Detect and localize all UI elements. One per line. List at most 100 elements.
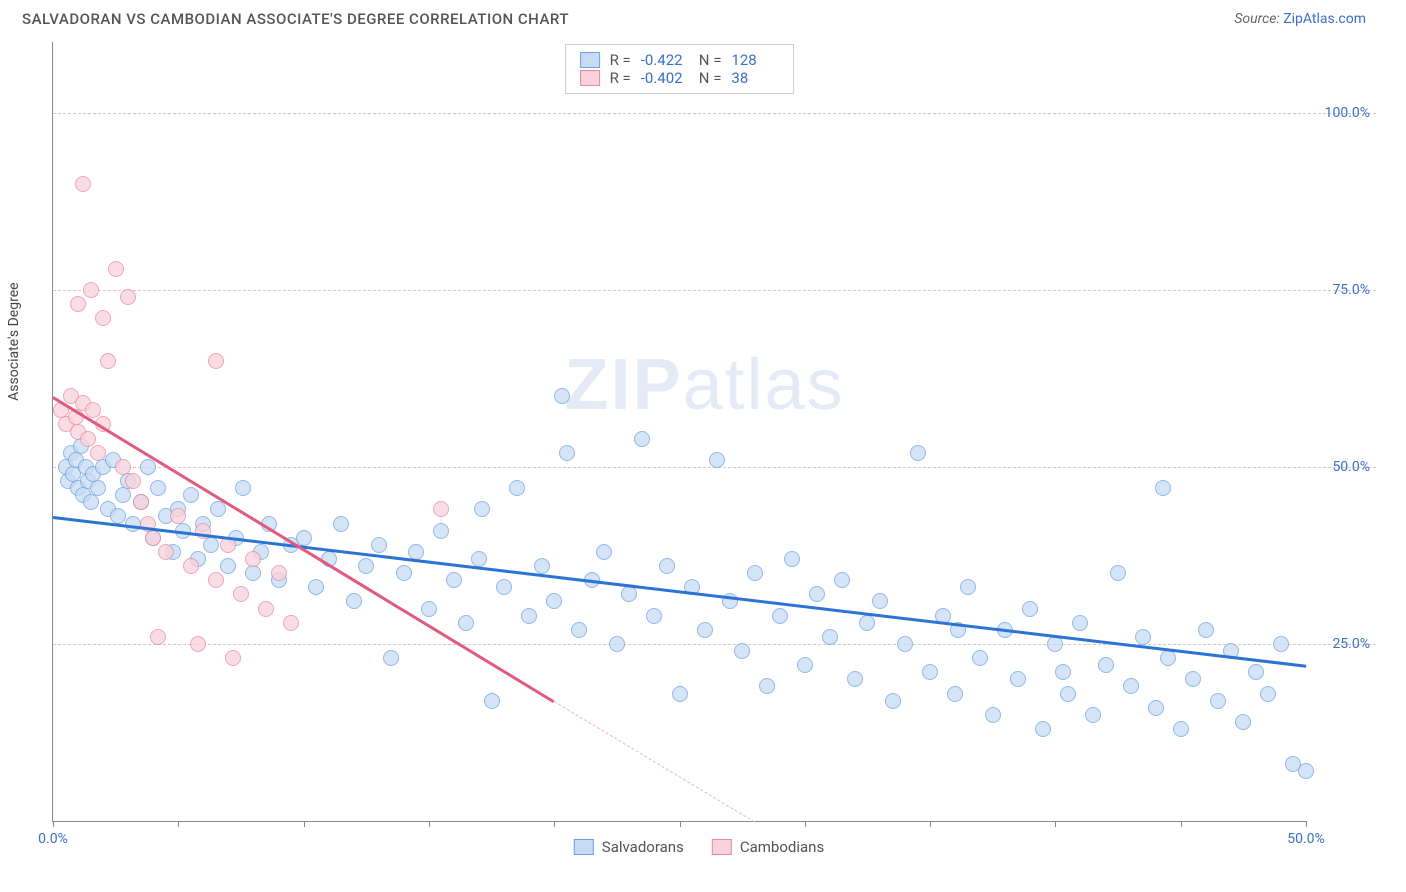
data-point bbox=[809, 586, 825, 602]
x-tick bbox=[930, 821, 931, 827]
y-tick-label: 25.0% bbox=[1332, 636, 1370, 652]
swatch-salvadorans bbox=[580, 52, 600, 68]
data-point bbox=[271, 565, 287, 581]
data-point bbox=[554, 388, 570, 404]
x-tick-label: 50.0% bbox=[1287, 831, 1325, 847]
data-point bbox=[985, 707, 1001, 723]
data-point bbox=[208, 572, 224, 588]
data-point bbox=[734, 643, 750, 659]
data-point bbox=[446, 572, 462, 588]
legend-item-cambodians: Cambodians bbox=[712, 838, 824, 856]
gridline bbox=[53, 113, 1376, 114]
x-tick bbox=[1181, 821, 1182, 827]
x-tick bbox=[680, 821, 681, 827]
data-point bbox=[203, 537, 219, 553]
source-link[interactable]: ZipAtlas.com bbox=[1283, 11, 1366, 27]
data-point bbox=[258, 601, 274, 617]
data-point bbox=[634, 431, 650, 447]
data-point bbox=[75, 176, 91, 192]
data-point bbox=[158, 544, 174, 560]
data-point bbox=[383, 650, 399, 666]
data-point bbox=[646, 608, 662, 624]
y-axis-label: Associate's Degree bbox=[6, 282, 22, 400]
data-point bbox=[1098, 657, 1114, 673]
data-point bbox=[1055, 664, 1071, 680]
data-point bbox=[220, 558, 236, 574]
data-point bbox=[1123, 678, 1139, 694]
data-point bbox=[659, 558, 675, 574]
data-point bbox=[872, 593, 888, 609]
legend-item-salvadorans: Salvadorans bbox=[574, 838, 684, 856]
x-tick-label: 0.0% bbox=[38, 831, 68, 847]
data-point bbox=[210, 501, 226, 517]
data-point bbox=[170, 508, 186, 524]
source-attribution: Source: ZipAtlas.com bbox=[1234, 11, 1366, 27]
data-point bbox=[1072, 615, 1088, 631]
data-point bbox=[150, 480, 166, 496]
data-point bbox=[396, 565, 412, 581]
data-point bbox=[333, 516, 349, 532]
x-tick bbox=[805, 821, 806, 827]
stats-row-salvadorans: R =-0.422 N =128 bbox=[580, 51, 780, 69]
data-point bbox=[1173, 721, 1189, 737]
data-point bbox=[822, 629, 838, 645]
data-point bbox=[1060, 686, 1076, 702]
data-point bbox=[108, 261, 124, 277]
data-point bbox=[784, 551, 800, 567]
data-point bbox=[308, 579, 324, 595]
data-point bbox=[235, 480, 251, 496]
data-point bbox=[1135, 629, 1151, 645]
data-point bbox=[346, 593, 362, 609]
data-point bbox=[100, 353, 116, 369]
gridline bbox=[53, 644, 1376, 645]
data-point bbox=[1148, 700, 1164, 716]
x-tick bbox=[1306, 821, 1307, 827]
bottom-legend: Salvadorans Cambodians bbox=[574, 838, 824, 856]
data-point bbox=[471, 551, 487, 567]
data-point bbox=[1022, 601, 1038, 617]
data-point bbox=[747, 565, 763, 581]
x-tick bbox=[1055, 821, 1056, 827]
trendline bbox=[52, 396, 554, 703]
data-point bbox=[190, 636, 206, 652]
data-point bbox=[1160, 650, 1176, 666]
data-point bbox=[296, 530, 312, 546]
plot-area: ZIPatlas R =-0.422 N =128 R =-0.402 N =3… bbox=[52, 42, 1306, 822]
data-point bbox=[225, 650, 241, 666]
data-point bbox=[972, 650, 988, 666]
stats-legend-box: R =-0.422 N =128 R =-0.402 N =38 bbox=[565, 44, 795, 94]
data-point bbox=[95, 310, 111, 326]
data-point bbox=[571, 622, 587, 638]
x-tick bbox=[304, 821, 305, 827]
data-point bbox=[208, 353, 224, 369]
x-tick bbox=[554, 821, 555, 827]
x-tick bbox=[178, 821, 179, 827]
data-point bbox=[496, 579, 512, 595]
data-point bbox=[509, 480, 525, 496]
data-point bbox=[150, 629, 166, 645]
data-point bbox=[133, 494, 149, 510]
y-tick-label: 50.0% bbox=[1332, 459, 1370, 475]
data-point bbox=[245, 565, 261, 581]
y-tick-label: 75.0% bbox=[1332, 282, 1370, 298]
data-point bbox=[1210, 693, 1226, 709]
chart-container: Associate's Degree ZIPatlas R =-0.422 N … bbox=[22, 42, 1376, 862]
data-point bbox=[1155, 480, 1171, 496]
data-point bbox=[521, 608, 537, 624]
data-point bbox=[910, 445, 926, 461]
swatch-cambodians-icon bbox=[712, 839, 732, 855]
data-point bbox=[120, 289, 136, 305]
data-point bbox=[358, 558, 374, 574]
data-point bbox=[534, 558, 550, 574]
data-point bbox=[433, 523, 449, 539]
data-point bbox=[847, 671, 863, 687]
data-point bbox=[609, 636, 625, 652]
data-point bbox=[1185, 671, 1201, 687]
data-point bbox=[145, 530, 161, 546]
data-point bbox=[140, 459, 156, 475]
data-point bbox=[1035, 721, 1051, 737]
data-point bbox=[1198, 622, 1214, 638]
data-point bbox=[859, 615, 875, 631]
data-point bbox=[1260, 686, 1276, 702]
data-point bbox=[90, 480, 106, 496]
